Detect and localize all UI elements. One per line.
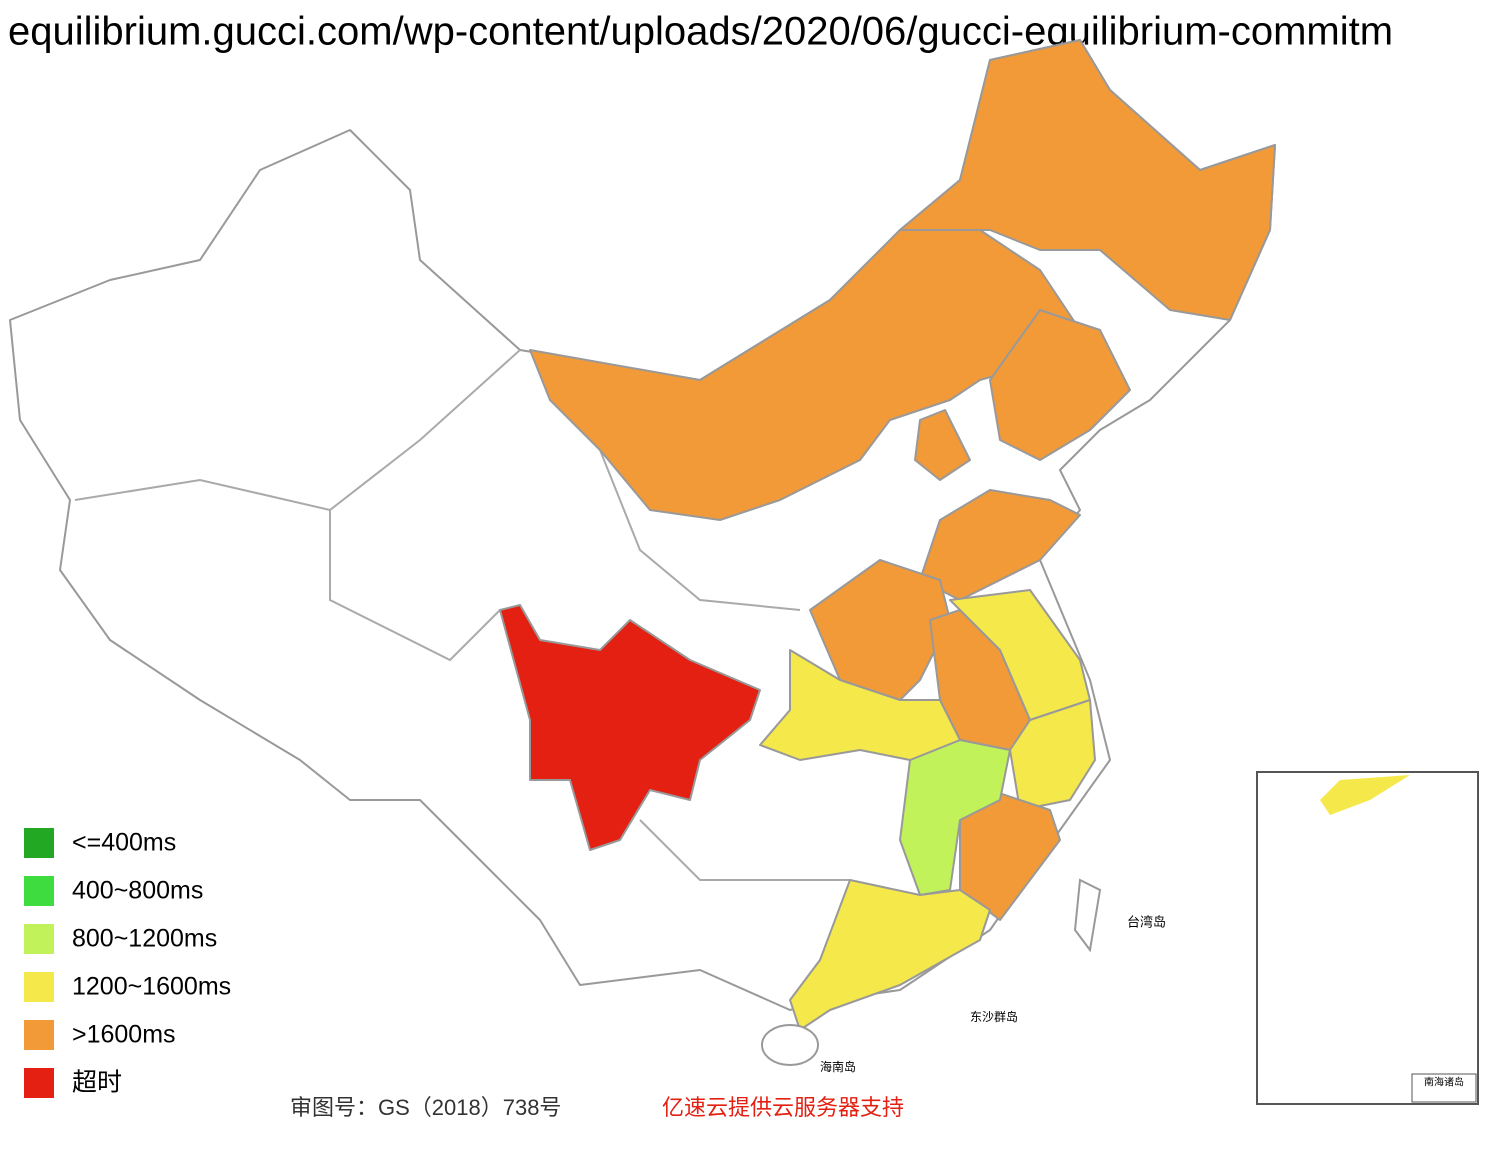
region-orange: [529, 229, 1081, 521]
region-red: [499, 604, 761, 851]
sponsor: 亿速云提供云服务器支持: [662, 1095, 904, 1120]
region-orange: [989, 309, 1131, 461]
legend-swatch: [24, 1020, 54, 1050]
inset-coast: [1320, 775, 1410, 815]
legend-label: <=400ms: [72, 829, 176, 857]
region-orange: [914, 409, 971, 481]
legend-swatch: [24, 924, 54, 954]
map: 台湾岛 东沙群岛 海南岛: [9, 39, 1276, 1074]
legend-swatch: [24, 1068, 54, 1098]
legend-swatch: [24, 876, 54, 906]
map-label: 海南岛: [820, 1059, 856, 1074]
map-label: 南海诸岛: [1424, 1076, 1464, 1089]
inset: 南海诸岛: [1256, 771, 1479, 1105]
url-title: equilibrium.gucci.com/wp-content/uploads…: [8, 10, 1393, 54]
legend-label: 超时: [72, 1069, 122, 1097]
inset-caption-box: [1411, 1073, 1477, 1103]
border: [639, 819, 850, 881]
legend-label: 1200~1600ms: [72, 973, 231, 1001]
legend-label: 800~1200ms: [72, 925, 217, 953]
border: [599, 449, 801, 611]
approval-number: 审图号：GS（2018）738号: [290, 1095, 561, 1120]
hainan-island: [761, 1024, 819, 1066]
taiwan-island: [1073, 878, 1102, 953]
inset-frame: [1256, 771, 1479, 1105]
region-lightgreen: [899, 739, 1011, 896]
legend-swatch: [24, 972, 54, 1002]
border: [329, 510, 501, 662]
region-yellow: [759, 649, 961, 761]
legend-label: 400~800ms: [72, 877, 203, 905]
legend: <=400ms 400~800ms 800~1200ms 1200~1600ms >16…: [24, 828, 231, 1098]
legend-swatch: [24, 828, 54, 858]
map-label: 台湾岛: [1127, 914, 1166, 929]
map-label: 东沙群岛: [970, 1009, 1018, 1024]
region-orange: [899, 39, 1276, 321]
legend-label: >1600ms: [72, 1021, 176, 1049]
region-yellow: [789, 879, 991, 1031]
